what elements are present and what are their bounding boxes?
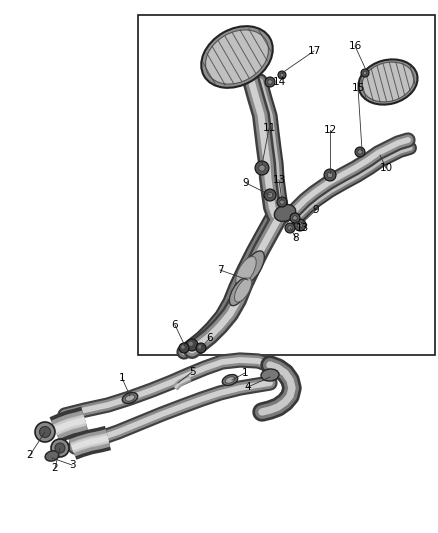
Text: 12: 12 <box>323 125 337 135</box>
Circle shape <box>280 73 284 77</box>
Circle shape <box>297 222 303 228</box>
Text: 7: 7 <box>217 265 223 275</box>
Ellipse shape <box>362 62 414 102</box>
Circle shape <box>294 219 306 231</box>
Circle shape <box>285 223 295 233</box>
Circle shape <box>278 71 286 79</box>
Circle shape <box>186 339 198 351</box>
Circle shape <box>327 172 333 177</box>
Circle shape <box>280 200 284 204</box>
Text: 10: 10 <box>379 163 392 173</box>
Circle shape <box>355 147 365 157</box>
Circle shape <box>361 69 369 77</box>
Circle shape <box>363 71 367 75</box>
Bar <box>138 15 435 355</box>
Text: 13: 13 <box>295 223 309 233</box>
Text: 3: 3 <box>69 460 75 470</box>
Ellipse shape <box>236 256 256 286</box>
Ellipse shape <box>45 451 59 461</box>
Circle shape <box>324 169 336 181</box>
Text: 8: 8 <box>293 233 299 243</box>
Text: 6: 6 <box>207 333 213 343</box>
Text: 2: 2 <box>52 463 58 473</box>
Circle shape <box>268 80 272 84</box>
Ellipse shape <box>201 26 273 88</box>
Circle shape <box>196 343 206 353</box>
Ellipse shape <box>39 426 50 438</box>
Circle shape <box>264 189 276 201</box>
Circle shape <box>255 161 269 175</box>
Ellipse shape <box>234 278 251 302</box>
Ellipse shape <box>55 443 65 453</box>
Circle shape <box>293 216 297 220</box>
Circle shape <box>189 342 193 346</box>
Circle shape <box>198 345 202 349</box>
Text: 13: 13 <box>272 175 286 185</box>
Ellipse shape <box>274 205 296 221</box>
Text: 1: 1 <box>119 373 125 383</box>
Ellipse shape <box>51 439 69 457</box>
Text: 16: 16 <box>348 41 362 51</box>
Text: 14: 14 <box>272 77 286 87</box>
Text: 6: 6 <box>172 320 178 330</box>
Ellipse shape <box>122 393 138 403</box>
Ellipse shape <box>35 422 55 442</box>
Ellipse shape <box>261 369 279 381</box>
Circle shape <box>358 150 362 154</box>
Circle shape <box>265 77 275 87</box>
Ellipse shape <box>230 278 249 306</box>
Text: 11: 11 <box>262 123 276 133</box>
Text: 9: 9 <box>313 205 319 215</box>
Text: 15: 15 <box>351 83 364 93</box>
Ellipse shape <box>223 375 238 385</box>
Text: 9: 9 <box>243 178 249 188</box>
Circle shape <box>179 343 189 353</box>
Ellipse shape <box>358 59 417 104</box>
Text: 1: 1 <box>242 368 248 378</box>
Circle shape <box>288 226 292 230</box>
Circle shape <box>267 192 273 198</box>
Circle shape <box>277 197 287 207</box>
Circle shape <box>290 213 300 223</box>
Text: 2: 2 <box>27 450 33 460</box>
Ellipse shape <box>125 395 135 401</box>
Text: 17: 17 <box>307 46 321 56</box>
Text: 5: 5 <box>189 367 195 377</box>
Circle shape <box>181 345 185 349</box>
Text: 4: 4 <box>245 382 251 392</box>
Ellipse shape <box>205 30 268 84</box>
Ellipse shape <box>225 377 235 383</box>
Ellipse shape <box>242 251 265 283</box>
Circle shape <box>259 165 265 171</box>
